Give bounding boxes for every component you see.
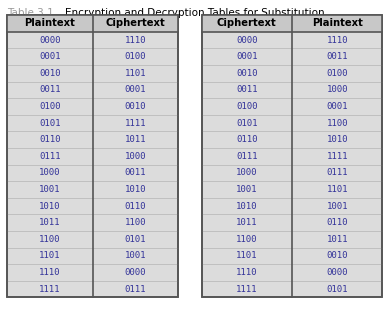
Bar	[7, 15, 178, 32]
Bar	[202, 15, 382, 32]
Text: Plaintext: Plaintext	[312, 18, 363, 29]
Text: 1001: 1001	[39, 185, 61, 194]
Text: 0111: 0111	[236, 152, 258, 161]
Text: Ciphertext: Ciphertext	[217, 18, 277, 29]
Text: 0111: 0111	[326, 168, 348, 177]
Text: 1110: 1110	[39, 268, 61, 277]
Text: 1010: 1010	[39, 202, 61, 211]
Text: 1011: 1011	[236, 218, 258, 227]
Text: 0011: 0011	[236, 85, 258, 94]
Text: 1101: 1101	[124, 69, 146, 78]
Text: 1010: 1010	[236, 202, 258, 211]
Text: 0110: 0110	[326, 218, 348, 227]
FancyBboxPatch shape	[202, 15, 382, 297]
Text: 0001: 0001	[39, 52, 61, 61]
Text: 0111: 0111	[124, 285, 146, 294]
Text: 1000: 1000	[236, 168, 258, 177]
Text: Cipher of Figure 3.2: Cipher of Figure 3.2	[7, 18, 110, 29]
Text: 0010: 0010	[124, 102, 146, 111]
Text: 0010: 0010	[326, 251, 348, 260]
Text: 0110: 0110	[124, 202, 146, 211]
Text: 0001: 0001	[236, 52, 258, 61]
Text: Ciphertext: Ciphertext	[105, 18, 165, 29]
Text: 0101: 0101	[236, 119, 258, 128]
Bar	[202, 15, 382, 297]
Text: 1110: 1110	[124, 36, 146, 45]
Text: 1000: 1000	[39, 168, 61, 177]
Text: 1101: 1101	[236, 251, 258, 260]
Text: 1001: 1001	[124, 251, 146, 260]
Text: 1100: 1100	[326, 119, 348, 128]
Text: 1101: 1101	[39, 251, 61, 260]
Text: 0010: 0010	[39, 69, 61, 78]
Text: 0000: 0000	[236, 36, 258, 45]
Text: 1010: 1010	[124, 185, 146, 194]
Text: Plaintext: Plaintext	[25, 18, 75, 29]
Text: 0100: 0100	[124, 52, 146, 61]
Text: 0110: 0110	[39, 135, 61, 144]
Text: 0011: 0011	[124, 168, 146, 177]
Text: 0000: 0000	[39, 36, 61, 45]
Text: 0001: 0001	[326, 102, 348, 111]
Text: 1001: 1001	[326, 202, 348, 211]
Text: Encryption and Decryption Tables for Substitution: Encryption and Decryption Tables for Sub…	[52, 8, 324, 18]
Text: 1000: 1000	[326, 85, 348, 94]
Text: 0000: 0000	[124, 268, 146, 277]
Text: 1111: 1111	[124, 119, 146, 128]
Text: 1111: 1111	[326, 152, 348, 161]
Text: 1110: 1110	[236, 268, 258, 277]
Text: 0011: 0011	[39, 85, 61, 94]
Text: 1111: 1111	[236, 285, 258, 294]
Text: 1101: 1101	[326, 185, 348, 194]
Text: 1010: 1010	[326, 135, 348, 144]
Text: 1100: 1100	[124, 218, 146, 227]
FancyBboxPatch shape	[7, 15, 178, 297]
Text: 0101: 0101	[124, 235, 146, 244]
Text: 0100: 0100	[236, 102, 258, 111]
Text: 0101: 0101	[39, 119, 61, 128]
Text: 1011: 1011	[39, 218, 61, 227]
Text: 0111: 0111	[39, 152, 61, 161]
Text: 1100: 1100	[236, 235, 258, 244]
Text: 0101: 0101	[326, 285, 348, 294]
Bar	[7, 15, 178, 297]
Text: 1100: 1100	[39, 235, 61, 244]
Text: 0001: 0001	[124, 85, 146, 94]
Text: 0100: 0100	[326, 69, 348, 78]
Text: 1001: 1001	[236, 185, 258, 194]
Text: 0100: 0100	[39, 102, 61, 111]
Text: Table 3.1: Table 3.1	[7, 8, 54, 18]
Text: 1011: 1011	[124, 135, 146, 144]
Text: 1011: 1011	[326, 235, 348, 244]
Text: 0110: 0110	[236, 135, 258, 144]
Text: 0010: 0010	[236, 69, 258, 78]
Text: 0000: 0000	[326, 268, 348, 277]
Text: 1000: 1000	[124, 152, 146, 161]
Text: 1111: 1111	[39, 285, 61, 294]
Text: 0011: 0011	[326, 52, 348, 61]
Text: 1110: 1110	[326, 36, 348, 45]
